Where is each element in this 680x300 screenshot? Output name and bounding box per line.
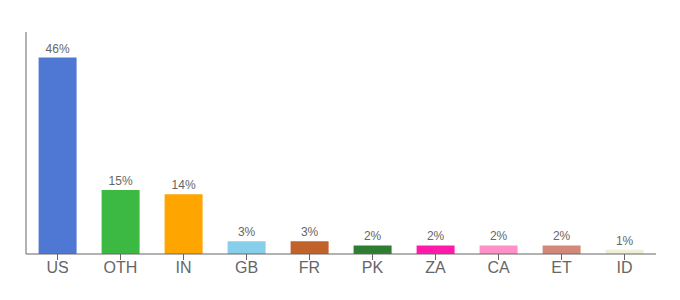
svg-text:2%: 2% [427, 229, 445, 243]
svg-text:3%: 3% [238, 225, 256, 239]
svg-text:ET: ET [551, 259, 572, 276]
svg-text:PK: PK [362, 259, 384, 276]
svg-text:IN: IN [176, 259, 192, 276]
svg-text:FR: FR [299, 259, 320, 276]
svg-text:15%: 15% [109, 174, 133, 188]
svg-text:US: US [46, 259, 68, 276]
svg-text:46%: 46% [46, 42, 70, 56]
svg-text:14%: 14% [172, 178, 196, 192]
svg-text:ZA: ZA [425, 259, 446, 276]
svg-text:3%: 3% [301, 225, 319, 239]
svg-text:GB: GB [235, 259, 258, 276]
svg-text:2%: 2% [553, 229, 571, 243]
svg-text:ID: ID [617, 259, 633, 276]
svg-text:1%: 1% [616, 234, 634, 248]
svg-text:2%: 2% [490, 229, 508, 243]
svg-text:2%: 2% [364, 229, 382, 243]
svg-text:OTH: OTH [104, 259, 138, 276]
svg-text:CA: CA [487, 259, 510, 276]
